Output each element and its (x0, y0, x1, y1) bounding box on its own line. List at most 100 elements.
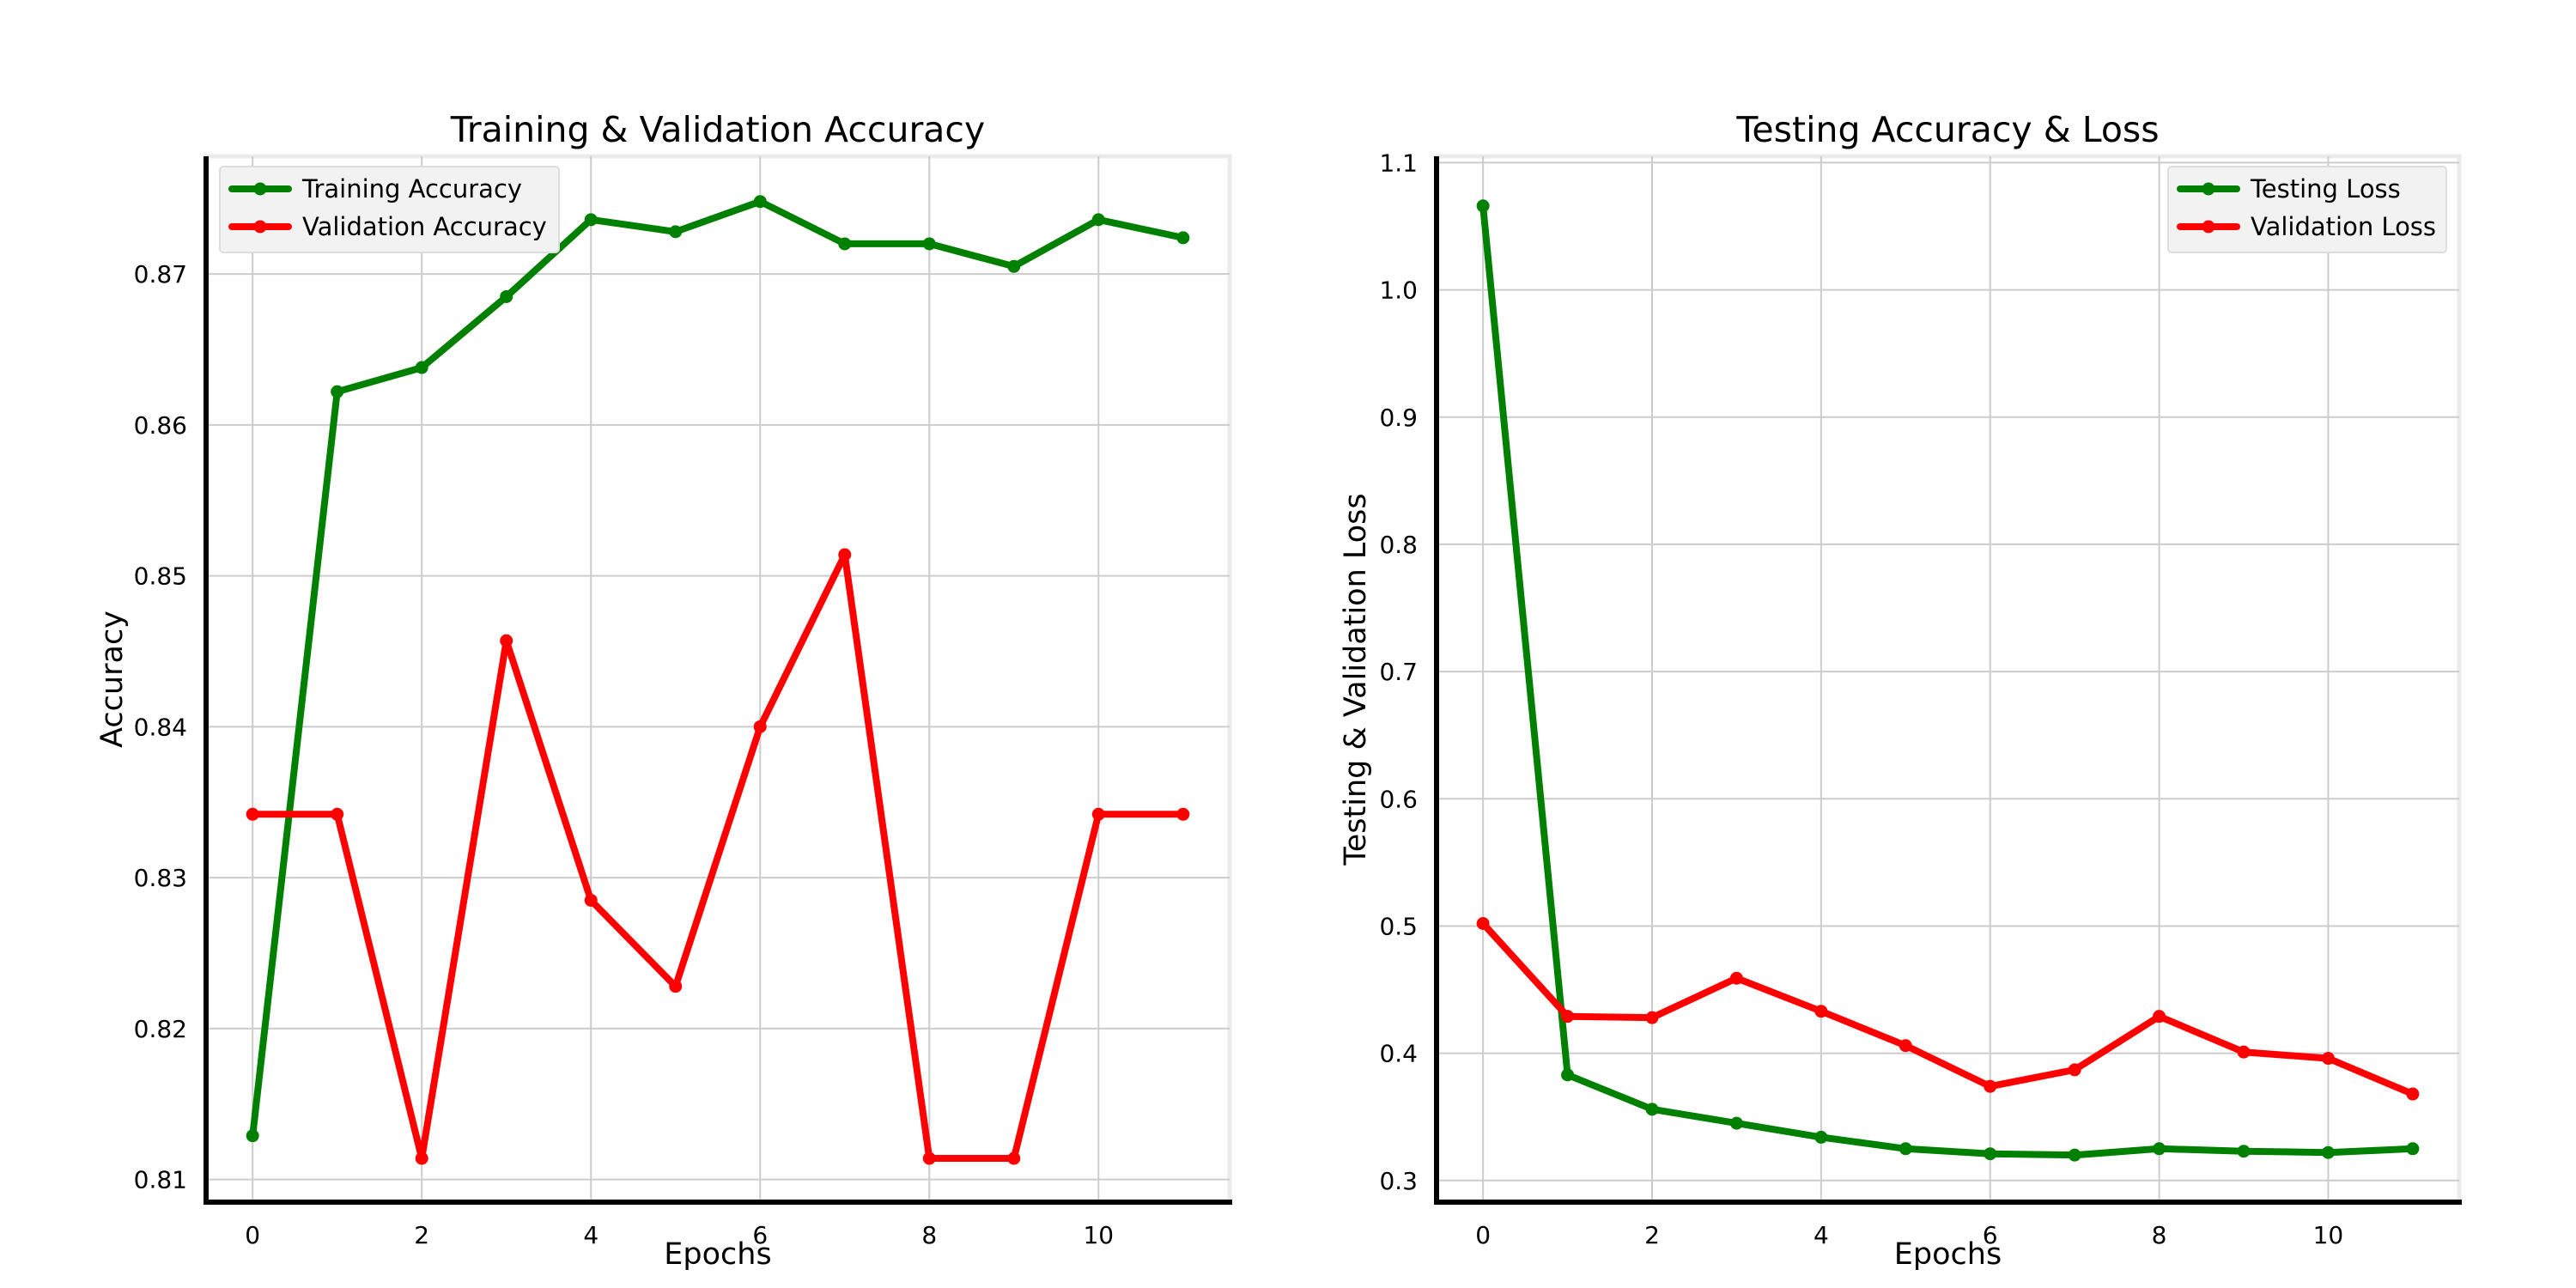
data-point (2068, 1148, 2081, 1162)
y-tick-label: 0.8 (1379, 531, 1418, 559)
data-point (669, 980, 683, 993)
data-point (415, 361, 428, 374)
data-point (1899, 1039, 1912, 1053)
data-point (2237, 1145, 2251, 1158)
series-line (249, 197, 1187, 1139)
data-point (1561, 1068, 1575, 1082)
series-line (1479, 202, 2416, 1159)
legend-box (219, 166, 560, 253)
y-tick-label: 0.82 (134, 1015, 187, 1043)
legend-marker (253, 182, 267, 196)
data-point (838, 237, 852, 251)
data-point (2237, 1045, 2251, 1059)
data-point (922, 1151, 936, 1165)
data-point (500, 289, 513, 303)
data-point (2153, 1010, 2166, 1024)
y-tick-label: 1.0 (1379, 276, 1418, 305)
data-point (1729, 1116, 1743, 1130)
data-point (584, 213, 598, 227)
data-point (1476, 916, 1490, 930)
accuracy-chart: 0 2 4 6 8 10 0.81 0.82 0.83 0.84 0.85 0.86 0.87 Train… (95, 109, 1232, 1272)
data-point (1645, 1011, 1659, 1024)
data-point (1176, 231, 1190, 245)
data-point (1561, 1010, 1575, 1024)
data-point (1007, 259, 1021, 273)
x-tick-label: 10 (1083, 1221, 1114, 1249)
data-point (246, 1129, 259, 1143)
x-tick-label: 0 (1475, 1221, 1491, 1249)
x-tick-label: 2 (414, 1221, 429, 1249)
x-tick-label: 4 (583, 1221, 598, 1249)
data-point (1814, 1005, 1828, 1018)
legend-label: Testing Loss (2250, 174, 2401, 204)
chart-title: Testing Accuracy & Loss (1735, 109, 2159, 150)
y-tick-label: 0.81 (134, 1166, 187, 1194)
loss-chart: 0 2 4 6 8 10 0.3 0.4 0.5 0.6 0.7 0.8 0.9 1.0 1.1 Testin… (1339, 109, 2462, 1272)
y-tick-label: 0.6 (1379, 785, 1418, 813)
data-point (1091, 213, 1105, 227)
legend-label: Validation Accuracy (302, 212, 547, 241)
data-point (753, 195, 767, 209)
legend-marker (2202, 182, 2215, 196)
x-tick-label: 6 (1983, 1221, 1998, 1249)
legend-label: Validation Loss (2251, 212, 2436, 241)
y-tick-label: 0.85 (134, 562, 187, 591)
data-point (1729, 971, 1743, 985)
data-point (331, 385, 344, 398)
y-tick-label: 1.1 (1379, 149, 1418, 177)
data-point (2068, 1063, 2081, 1077)
data-point (1476, 199, 1490, 213)
data-point (1007, 1151, 1021, 1165)
y-tick-label: 0.87 (134, 260, 187, 289)
data-point (415, 1151, 428, 1165)
data-point (2321, 1052, 2335, 1066)
data-point (753, 720, 767, 733)
data-point (1814, 1130, 1828, 1144)
y-tick-label: 0.84 (134, 713, 187, 741)
data-point (1899, 1142, 1912, 1156)
y-tick-label: 0.3 (1379, 1167, 1418, 1195)
x-tick-label: 4 (1814, 1221, 1829, 1249)
x-tick-label: 6 (752, 1221, 768, 1249)
y-tick-label: 0.7 (1379, 658, 1418, 686)
data-point (1176, 807, 1190, 821)
legend-label: Training Accuracy (301, 174, 522, 204)
x-tick-label: 8 (921, 1221, 937, 1249)
x-tick-label: 0 (245, 1221, 260, 1249)
data-point (584, 893, 598, 907)
x-tick-label: 2 (1644, 1221, 1660, 1249)
y-tick-label: 0.4 (1379, 1040, 1418, 1068)
data-point (2406, 1142, 2420, 1156)
y-tick-label: 0.9 (1379, 404, 1418, 432)
data-point (246, 807, 259, 821)
x-axis-title: Epochs (1894, 1237, 2002, 1272)
data-point (1091, 807, 1105, 821)
data-point (2406, 1087, 2420, 1101)
data-point (1984, 1147, 1997, 1161)
data-point (2321, 1145, 2335, 1159)
data-point (1645, 1103, 1659, 1116)
data-point (2153, 1142, 2166, 1156)
plot-area (204, 154, 1232, 1205)
series-line (249, 551, 1187, 1162)
data-point (1984, 1079, 1997, 1093)
chart-title: Training & Validation Accuracy (450, 109, 986, 150)
x-axis-title: Epochs (664, 1237, 771, 1272)
data-point (331, 807, 344, 821)
legend-marker (2202, 220, 2215, 234)
data-point (922, 237, 936, 251)
legend-marker (253, 220, 267, 234)
data-point (500, 634, 513, 647)
y-tick-label: 0.5 (1379, 912, 1418, 940)
y-tick-label: 0.86 (134, 411, 187, 440)
y-axis-title: Testing & Validation Loss (1339, 493, 1373, 866)
plot-area (1434, 154, 2462, 1205)
data-point (838, 548, 852, 562)
data-point (669, 225, 683, 239)
x-tick-label: 10 (2313, 1221, 2344, 1249)
y-axis-title: Accuracy (95, 611, 130, 748)
y-tick-label: 0.83 (134, 864, 187, 892)
x-tick-label: 8 (2152, 1221, 2167, 1249)
series-line (1479, 920, 2416, 1098)
